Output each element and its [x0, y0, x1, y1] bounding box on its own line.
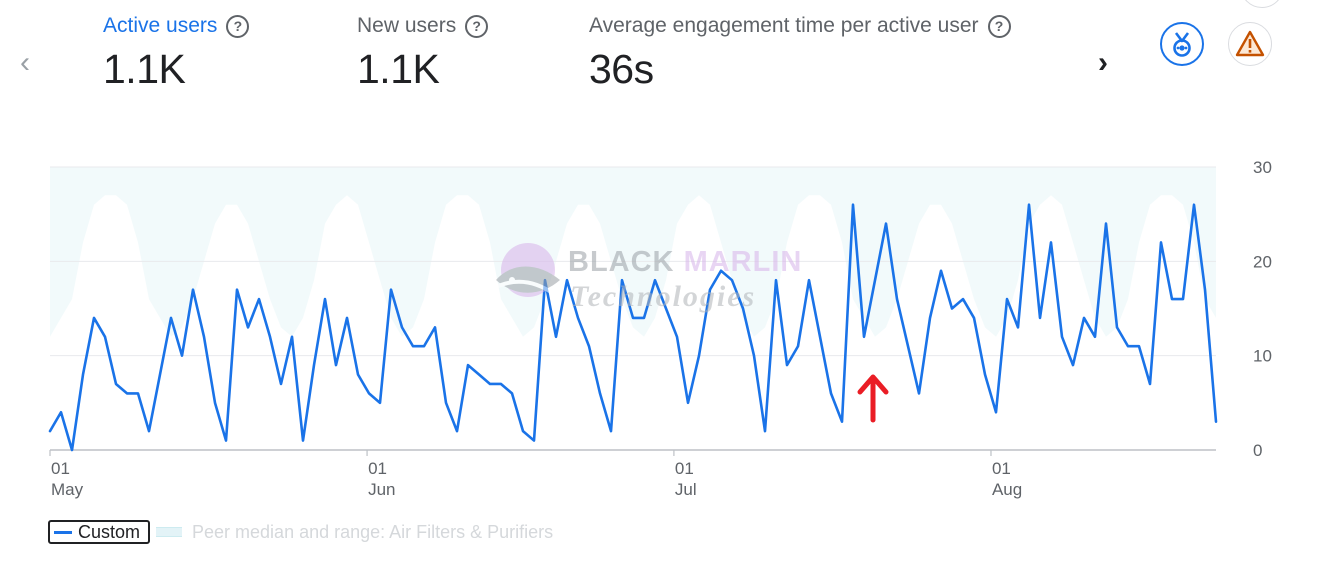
warning-icon [1235, 30, 1265, 57]
top-corner-button[interactable] [1240, 0, 1284, 8]
x-tick-month: Aug [992, 480, 1022, 499]
y-tick-label: 20 [1253, 252, 1272, 271]
metric-value: 1.1K [357, 46, 440, 92]
grid-layer [50, 166, 1216, 451]
x-tick-month: May [51, 480, 84, 499]
metric-value: 36s [589, 46, 654, 92]
legend-swatch-custom [54, 530, 72, 534]
peer-band-layer [50, 167, 1216, 337]
help-icon[interactable]: ? [987, 14, 1011, 38]
watermark-word-black: BLACK [568, 246, 675, 278]
series-line-layer [48, 203, 1218, 452]
insights-badge-button[interactable] [1160, 22, 1204, 66]
x-tick-day: 01 [992, 459, 1011, 478]
x-tick-day: 01 [675, 459, 694, 478]
metric-new-users[interactable]: New users ? 1.1K [357, 14, 489, 93]
chevron-right-icon[interactable]: › [1098, 46, 1108, 79]
chevron-left-icon[interactable]: ‹ [20, 46, 30, 79]
metric-label: New users ? [357, 14, 489, 38]
metric-average-engagement-time[interactable]: Average engagement time per active user … [589, 14, 1011, 93]
medal-icon [1173, 32, 1191, 57]
x-tick-day: 01 [368, 459, 387, 478]
x-tick-month: Jun [368, 480, 395, 499]
watermark-word-marlin: MARLIN [683, 246, 803, 278]
metric-value: 1.1K [103, 46, 186, 92]
watermark-text-line2: Technologies [570, 280, 757, 313]
y-tick-label: 0 [1253, 441, 1262, 460]
chart-legend: Custom Peer median and range: Air Filter… [48, 520, 553, 544]
legend-swatch-peer [156, 527, 183, 537]
metric-label: Active users ? [103, 14, 250, 38]
legend-item-custom[interactable]: Custom [48, 520, 151, 544]
legend-label-peer: Peer median and range: Air Filters & Pur… [192, 521, 554, 542]
legend-item-peer[interactable]: Peer median and range: Air Filters & Pur… [156, 522, 553, 543]
y-tick-label: 10 [1253, 347, 1272, 366]
line-chart: 01 May 01 Jun 01 Jul 01 Aug 0 10 20 30 [48, 158, 1272, 499]
y-tick-label: 30 [1253, 158, 1272, 177]
help-icon[interactable]: ? [226, 14, 250, 38]
metric-label-text: Average engagement time per active user [589, 14, 979, 37]
warning-button[interactable] [1228, 22, 1272, 66]
x-tick-day: 01 [51, 459, 70, 478]
annotation-arrow [857, 374, 889, 423]
metric-label-text: New users [357, 14, 457, 37]
metric-label-text: Active users [103, 14, 218, 37]
legend-label-custom: Custom [78, 521, 141, 542]
watermark-text-line1: BLACK MARLIN [568, 246, 802, 279]
peer-range-band [50, 167, 1216, 337]
marlin-logo-icon [493, 243, 560, 297]
x-axis: 01 May 01 Jun 01 Jul 01 Aug [49, 450, 1022, 499]
y-axis: 0 10 20 30 [1253, 158, 1272, 460]
metric-active-users[interactable]: Active users ? 1.1K [103, 14, 250, 93]
help-icon[interactable]: ? [465, 14, 489, 38]
metric-label: Average engagement time per active user … [589, 14, 1011, 38]
series-line-custom [48, 203, 1218, 452]
x-tick-month: Jul [675, 480, 697, 499]
watermark-logo: BLACK MARLIN Technologies [490, 240, 835, 320]
